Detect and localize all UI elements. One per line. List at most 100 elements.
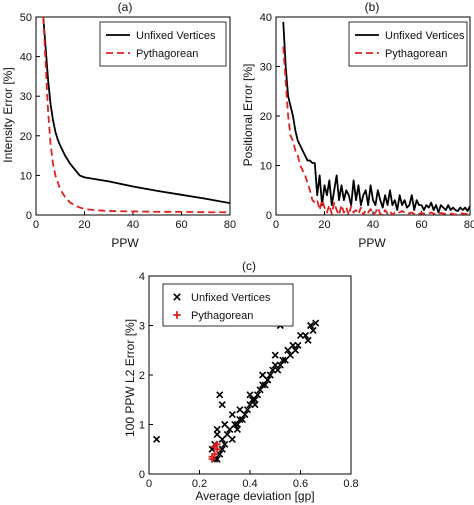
x-tick-label: 0.4 <box>242 478 257 490</box>
scatter-point-pythagorean <box>208 453 216 461</box>
scatter-point-unfixed-vertices <box>221 440 229 448</box>
y-tick-label: 20 <box>20 131 32 143</box>
scatter-point-unfixed-vertices <box>254 391 262 399</box>
scatter-point-unfixed-vertices <box>218 445 226 453</box>
scatter-point-unfixed-vertices <box>291 346 300 354</box>
scatter-point-unfixed-vertices <box>241 411 249 419</box>
series-line-unfixed-vertices <box>42 17 230 205</box>
scatter-point-unfixed-vertices <box>294 341 302 349</box>
scatter-point-unfixed-vertices <box>248 396 257 404</box>
y-tick-label: 40 <box>260 12 272 24</box>
y-tick-label: 0 <box>266 210 272 222</box>
panel-b-title: (b) <box>365 0 380 14</box>
plot-data <box>42 17 230 214</box>
y-tick-label: 4 <box>139 271 145 283</box>
scatter-point-unfixed-vertices <box>309 326 317 335</box>
scatter-point-unfixed-vertices <box>236 406 244 414</box>
plot-data <box>282 21 470 215</box>
legend-marker <box>173 311 181 319</box>
panel-b-plot: 0 20 40 60 80 0 10 20 30 40 Unfixed Vertices Pythag… <box>260 12 474 231</box>
legend-label: Pythagorean <box>385 48 447 60</box>
panel-b-xlabel: PPW <box>358 236 386 250</box>
panel-a-plot: 0 20 40 60 80 0 10 20 30 40 50 Unfixed Vertices Pyth… <box>20 12 236 231</box>
scatter-point-unfixed-vertices <box>216 391 224 399</box>
x-tick-label: 0 <box>146 478 152 490</box>
x-tick-label: 20 <box>78 219 90 231</box>
scatter-point-unfixed-vertices <box>266 371 274 379</box>
scatter-point-unfixed-vertices <box>301 331 310 339</box>
x-tick-label: 60 <box>415 219 427 231</box>
x-tick-label: 60 <box>175 219 187 231</box>
scatter-point-unfixed-vertices <box>251 396 259 404</box>
scatter-point-unfixed-vertices <box>228 435 236 443</box>
panel-c: (c) 0 0.2 0.4 0.6 0.8 0 1 2 3 4 Unfixed Vertices Py… <box>123 259 359 503</box>
x-tick-label: 0.6 <box>293 478 308 490</box>
x-tick-label: 40 <box>127 219 139 231</box>
scatter-point-unfixed-vertices <box>286 351 294 359</box>
scatter-point-unfixed-vertices <box>246 391 254 399</box>
legend-box <box>348 21 468 67</box>
legend-box <box>99 21 227 67</box>
scatter-point-unfixed-vertices <box>213 425 221 434</box>
legend: Unfixed Vertices Pythagorean <box>162 283 294 327</box>
legend-box <box>162 283 294 327</box>
panel-c-title: (c) <box>242 259 256 273</box>
scatter-point-pythagorean <box>213 440 221 448</box>
x-tick-label: 80 <box>224 219 236 231</box>
y-tick-label: 30 <box>260 62 272 74</box>
y-tick-label: 20 <box>260 111 272 123</box>
scatter-point-unfixed-vertices <box>153 435 161 443</box>
scatter-point-unfixed-vertices <box>271 351 279 359</box>
legend: Unfixed Vertices Pythagorean <box>348 21 468 67</box>
legend-label: Pythagorean <box>191 310 253 322</box>
scatter-point-unfixed-vertices <box>307 321 315 330</box>
scatter-point-unfixed-vertices <box>228 411 236 419</box>
scatter-point-unfixed-vertices <box>226 425 234 434</box>
y-tick-label: 0 <box>26 210 32 222</box>
y-tick-label: 30 <box>20 91 32 103</box>
panel-c-xlabel: Average deviation [gp] <box>195 489 314 503</box>
plot-data <box>153 319 320 463</box>
y-tick-label: 40 <box>20 52 32 64</box>
scatter-point-unfixed-vertices <box>279 356 287 364</box>
series-line-unfixed-vertices <box>282 21 470 214</box>
y-tick-label: 1 <box>139 420 145 432</box>
series-line-pythagorean <box>282 46 470 215</box>
scatter-point-unfixed-vertices <box>312 319 320 327</box>
panel-c-ylabel: 100 PPW L2 Error [%] <box>123 319 137 437</box>
x-tick-label: 0 <box>33 219 39 231</box>
panel-a-ylabel: Intensity Error [%] <box>1 67 15 162</box>
y-tick-label: 3 <box>139 321 145 333</box>
y-tick-label: 50 <box>20 12 32 24</box>
x-tick-label: 0.2 <box>192 478 207 490</box>
scatter-point-unfixed-vertices <box>218 401 226 409</box>
scatter-point-unfixed-vertices <box>264 376 272 384</box>
scatter-point-unfixed-vertices <box>238 415 246 424</box>
legend-label: Unfixed Vertices <box>136 30 216 42</box>
scatter-point-unfixed-vertices <box>221 420 229 429</box>
panel-b-ylabel: Positional Error [%] <box>241 64 255 167</box>
scatter-point-unfixed-vertices <box>243 406 252 414</box>
scatter-point-unfixed-vertices <box>304 336 312 344</box>
legend-label: Unfixed Vertices <box>385 30 465 42</box>
scatter-point-unfixed-vertices <box>233 420 241 429</box>
scatter-point-unfixed-vertices <box>261 381 269 389</box>
y-tick-label: 0 <box>139 469 145 481</box>
series-line-pythagorean <box>42 17 230 214</box>
legend: Unfixed Vertices Pythagorean <box>99 21 227 67</box>
scatter-point-unfixed-vertices <box>276 361 284 369</box>
x-tick-label: 20 <box>318 219 330 231</box>
x-tick-label: 80 <box>464 219 474 231</box>
panel-b: (b) 0 20 40 60 80 0 10 20 30 40 Unfixed Vertices Py… <box>241 0 474 250</box>
scatter-point-unfixed-vertices <box>223 430 231 438</box>
y-tick-label: 10 <box>20 170 32 182</box>
legend-label: Pythagorean <box>136 48 198 60</box>
panel-a: (a) 0 20 40 60 80 0 10 20 30 40 50 Unfixed Vertices… <box>1 0 236 250</box>
x-tick-label: 0 <box>273 219 279 231</box>
panel-a-title: (a) <box>118 0 133 14</box>
x-tick-label: 0.8 <box>343 478 358 490</box>
x-tick-label: 40 <box>367 219 379 231</box>
panel-c-plot: 0 0.2 0.4 0.6 0.8 0 1 2 3 4 Unfixed Vertices Pythag… <box>139 271 359 490</box>
y-tick-label: 2 <box>139 370 145 382</box>
